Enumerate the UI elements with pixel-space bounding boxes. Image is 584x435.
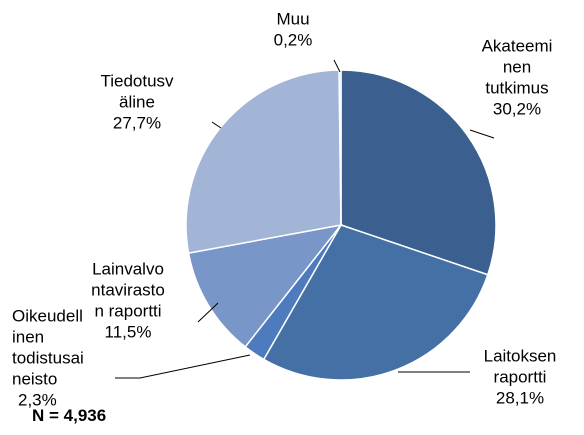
note: N = 4,936 [32,406,106,425]
slice-label: Muu 0,2% [274,9,313,49]
category-label: inen [12,327,44,346]
slice-label: Laitoksen raportti 28,1% [484,346,557,407]
pie-slice [340,69,497,276]
category-label: äline [119,92,155,111]
value-label: 30,2% [493,99,541,118]
category-label: Oikeudell [12,306,83,325]
slice-label: Akateemi nen tutkimus 30,2% [482,36,553,118]
category-label: n raportti [94,301,161,320]
category-label: Lainvalvo [92,259,164,278]
pie-slice [262,224,489,381]
category-label: nen [503,57,531,76]
value-label: 0,2% [274,30,313,49]
value-label: 28,1% [496,388,544,407]
category-label: neisto [12,369,57,388]
pie-slice [185,69,342,254]
slice-label: Lainvalvo ntavirasto n raportti 11,5% [91,259,165,341]
slice-label: Oikeudell inen todistusai neisto 2,3% [12,306,84,409]
leader-lines [115,59,495,379]
leader-line [115,354,251,379]
leader-line [211,121,222,129]
leader-line [469,129,495,139]
pie [185,69,497,381]
category-label: todistusai [12,348,84,367]
value-label: 11,5% [105,322,152,341]
leader-line [333,59,341,73]
category-label: ntavirasto [91,280,165,299]
pie-slice [187,223,343,348]
category-label: raportti [494,367,547,386]
category-label: Tiedotusv [100,71,174,90]
category-label: Laitoksen [484,346,557,365]
category-label: tutkimus [485,78,548,97]
category-label: Muu [276,9,309,28]
leader-line [197,302,219,323]
category-label: Akateemi [482,36,553,55]
value-label: 2,3% [18,390,57,409]
value-label: 27,7% [113,113,161,132]
slice-label: Tiedotusv äline 27,7% [100,71,174,132]
